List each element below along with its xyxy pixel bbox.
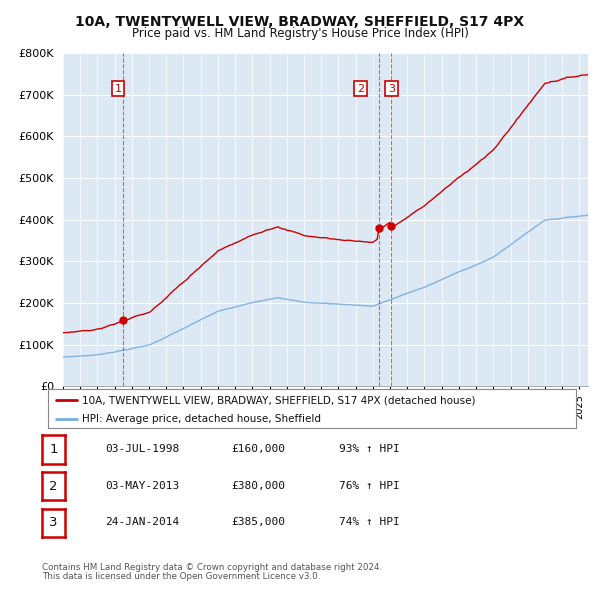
Text: 10A, TWENTYWELL VIEW, BRADWAY, SHEFFIELD, S17 4PX (detached house): 10A, TWENTYWELL VIEW, BRADWAY, SHEFFIELD…	[82, 395, 476, 405]
Text: Price paid vs. HM Land Registry's House Price Index (HPI): Price paid vs. HM Land Registry's House …	[131, 27, 469, 40]
Text: 3: 3	[388, 84, 395, 94]
Text: This data is licensed under the Open Government Licence v3.0.: This data is licensed under the Open Gov…	[42, 572, 320, 581]
Text: 24-JAN-2014: 24-JAN-2014	[105, 517, 179, 527]
Text: 1: 1	[115, 84, 122, 94]
Text: 03-MAY-2013: 03-MAY-2013	[105, 481, 179, 490]
Text: 1: 1	[49, 443, 58, 456]
Text: £160,000: £160,000	[231, 444, 285, 454]
Text: £380,000: £380,000	[231, 481, 285, 490]
Text: HPI: Average price, detached house, Sheffield: HPI: Average price, detached house, Shef…	[82, 414, 322, 424]
Text: 93% ↑ HPI: 93% ↑ HPI	[339, 444, 400, 454]
Text: 10A, TWENTYWELL VIEW, BRADWAY, SHEFFIELD, S17 4PX: 10A, TWENTYWELL VIEW, BRADWAY, SHEFFIELD…	[76, 15, 524, 29]
Text: £385,000: £385,000	[231, 517, 285, 527]
Text: 74% ↑ HPI: 74% ↑ HPI	[339, 517, 400, 527]
Text: 2: 2	[49, 480, 58, 493]
Text: Contains HM Land Registry data © Crown copyright and database right 2024.: Contains HM Land Registry data © Crown c…	[42, 563, 382, 572]
Text: 03-JUL-1998: 03-JUL-1998	[105, 444, 179, 454]
Text: 2: 2	[357, 84, 364, 94]
Text: 76% ↑ HPI: 76% ↑ HPI	[339, 481, 400, 490]
Text: 3: 3	[49, 516, 58, 529]
